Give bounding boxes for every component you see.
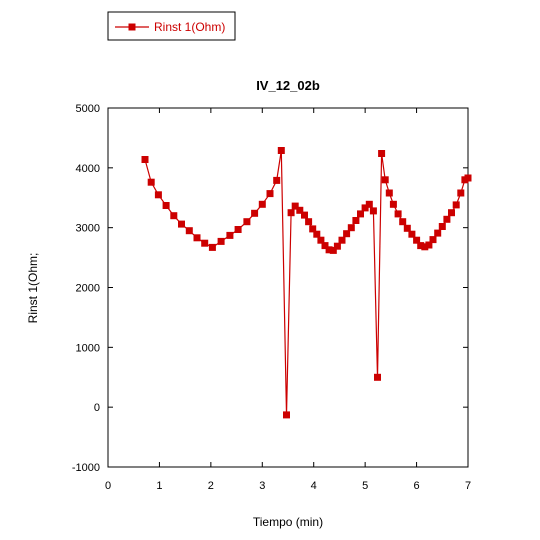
data-point: [361, 204, 369, 212]
data-point: [193, 234, 201, 242]
data-point: [251, 209, 259, 217]
data-point: [185, 227, 193, 235]
data-point: [325, 246, 333, 254]
data-point: [343, 230, 351, 238]
y-tick-label: 0: [94, 402, 100, 414]
data-point: [258, 200, 266, 208]
data-point: [277, 147, 285, 154]
data-point: [365, 200, 373, 208]
data-point: [333, 242, 341, 250]
y-axis-title: Rinst 1(Ohm;: [26, 253, 40, 324]
data-point: [178, 220, 185, 228]
data-point: [287, 209, 295, 217]
data-point: [273, 176, 281, 184]
data-point: [305, 218, 313, 226]
x-tick-label: 6: [414, 480, 420, 492]
series-layer: [141, 147, 472, 419]
data-point: [357, 210, 364, 218]
x-tick-label: 7: [465, 480, 471, 492]
data-point: [417, 242, 425, 250]
data-point: [352, 217, 360, 224]
x-tick-label: 5: [362, 480, 368, 492]
data-point: [329, 246, 337, 254]
data-point: [378, 150, 386, 157]
x-tick-label: 3: [259, 480, 265, 492]
data-point: [381, 176, 389, 184]
y-tick-label: 1000: [76, 342, 100, 354]
data-point: [154, 191, 162, 199]
y-tick-label: 3000: [76, 223, 100, 235]
data-point: [208, 243, 216, 251]
x-tick-label: 4: [311, 480, 317, 492]
data-point: [217, 237, 225, 245]
data-point: [309, 225, 317, 233]
data-point: [226, 231, 234, 239]
data-point: [243, 218, 251, 226]
x-tick-label: 0: [105, 480, 111, 492]
data-point: [464, 174, 472, 182]
y-tick-label: 5000: [76, 103, 100, 115]
data-point: [374, 373, 381, 381]
data-point: [301, 211, 308, 219]
data-point: [394, 210, 402, 218]
legend-marker: [128, 23, 136, 31]
data-point: [321, 242, 329, 250]
series-line: [144, 150, 469, 415]
data-point: [313, 230, 321, 238]
data-point: [170, 212, 178, 220]
data-point: [425, 241, 433, 249]
data-point: [141, 156, 149, 163]
data-point: [443, 215, 451, 223]
data-point: [448, 209, 455, 217]
x-tick-label: 1: [156, 480, 162, 492]
y-axis: -1000 0 1000 2000 3000 4000 5000: [72, 103, 468, 474]
x-axis: 0 1 2 3 4 5 6 7: [105, 108, 471, 492]
data-point: [369, 207, 377, 215]
data-point: [234, 226, 242, 233]
data-point: [429, 236, 437, 244]
data-point: [291, 202, 299, 210]
data-point: [162, 202, 170, 209]
data-point: [438, 223, 446, 230]
data-point: [434, 229, 442, 237]
data-point: [389, 200, 397, 208]
y-tick-label: 4000: [76, 163, 100, 175]
data-point: [399, 218, 407, 226]
x-axis-title: Tiempo (min): [253, 515, 323, 529]
y-tick-label: 2000: [76, 283, 100, 295]
data-point: [296, 206, 304, 214]
legend-label: Rinst 1(Ohm): [154, 20, 225, 34]
data-point: [413, 236, 421, 244]
data-point: [457, 189, 465, 197]
x-tick-label: 2: [208, 480, 214, 492]
data-point: [317, 236, 325, 244]
data-point: [283, 411, 290, 419]
legend: Rinst 1(Ohm): [107, 11, 236, 41]
data-point: [403, 224, 411, 232]
y-tick-label: -1000: [72, 462, 100, 474]
data-point: [421, 243, 429, 251]
data-point: [385, 189, 393, 197]
data-point: [408, 230, 416, 238]
data-point: [347, 224, 355, 232]
data-point: [266, 190, 274, 198]
data-point: [147, 178, 155, 186]
data-point: [452, 201, 460, 209]
chart-title: IV_12_02b: [256, 78, 320, 93]
data-point: [338, 236, 346, 244]
data-point: [201, 239, 209, 247]
